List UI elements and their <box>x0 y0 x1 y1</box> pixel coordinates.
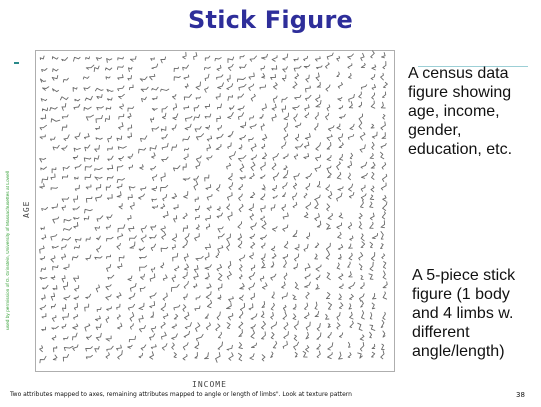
title-divider <box>418 66 528 67</box>
page-number: 38 <box>516 391 525 399</box>
stick-figure-visualization <box>35 50 395 372</box>
slide-title: Stick Figure <box>188 6 353 34</box>
y-axis-label: AGE <box>22 200 31 218</box>
x-axis-label: INCOME <box>192 380 227 389</box>
slide-caption: Two attributes mapped to axes, remaining… <box>10 391 352 398</box>
bullet-dash <box>14 62 19 64</box>
stick-figure-texture <box>35 50 395 372</box>
stick-glyphs <box>39 50 388 364</box>
figure-frame <box>35 50 395 372</box>
image-credit: used by permission of G. Grinstein, Univ… <box>6 171 11 330</box>
description-census: A census data figure showing age, income… <box>408 65 513 158</box>
description-stick-figure: A 5-piece stick figure (1 body and 4 lim… <box>412 267 516 360</box>
